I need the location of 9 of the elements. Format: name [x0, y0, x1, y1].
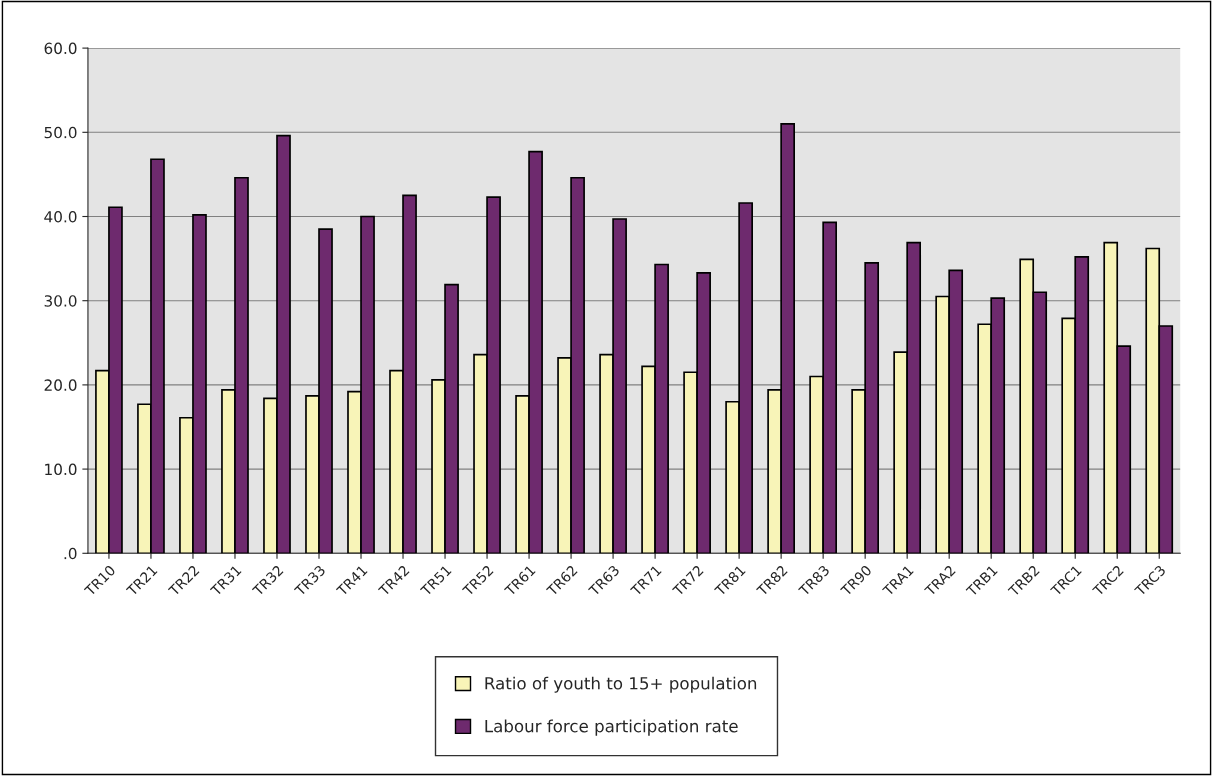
legend-label: Ratio of youth to 15+ population — [485, 676, 757, 693]
y-tick-label: .0 — [64, 547, 77, 560]
y-tick-label: 60.0 — [44, 42, 77, 55]
y-tick-label: 30.0 — [44, 295, 77, 307]
y-tick-label: 10.0 — [45, 463, 77, 476]
y-tick-label: 40.0 — [44, 210, 77, 223]
y-tick-label: 50.0 — [44, 126, 77, 139]
y-tick-label: 20.0 — [44, 379, 77, 391]
legend-label: Labour force participation rate — [485, 719, 738, 736]
